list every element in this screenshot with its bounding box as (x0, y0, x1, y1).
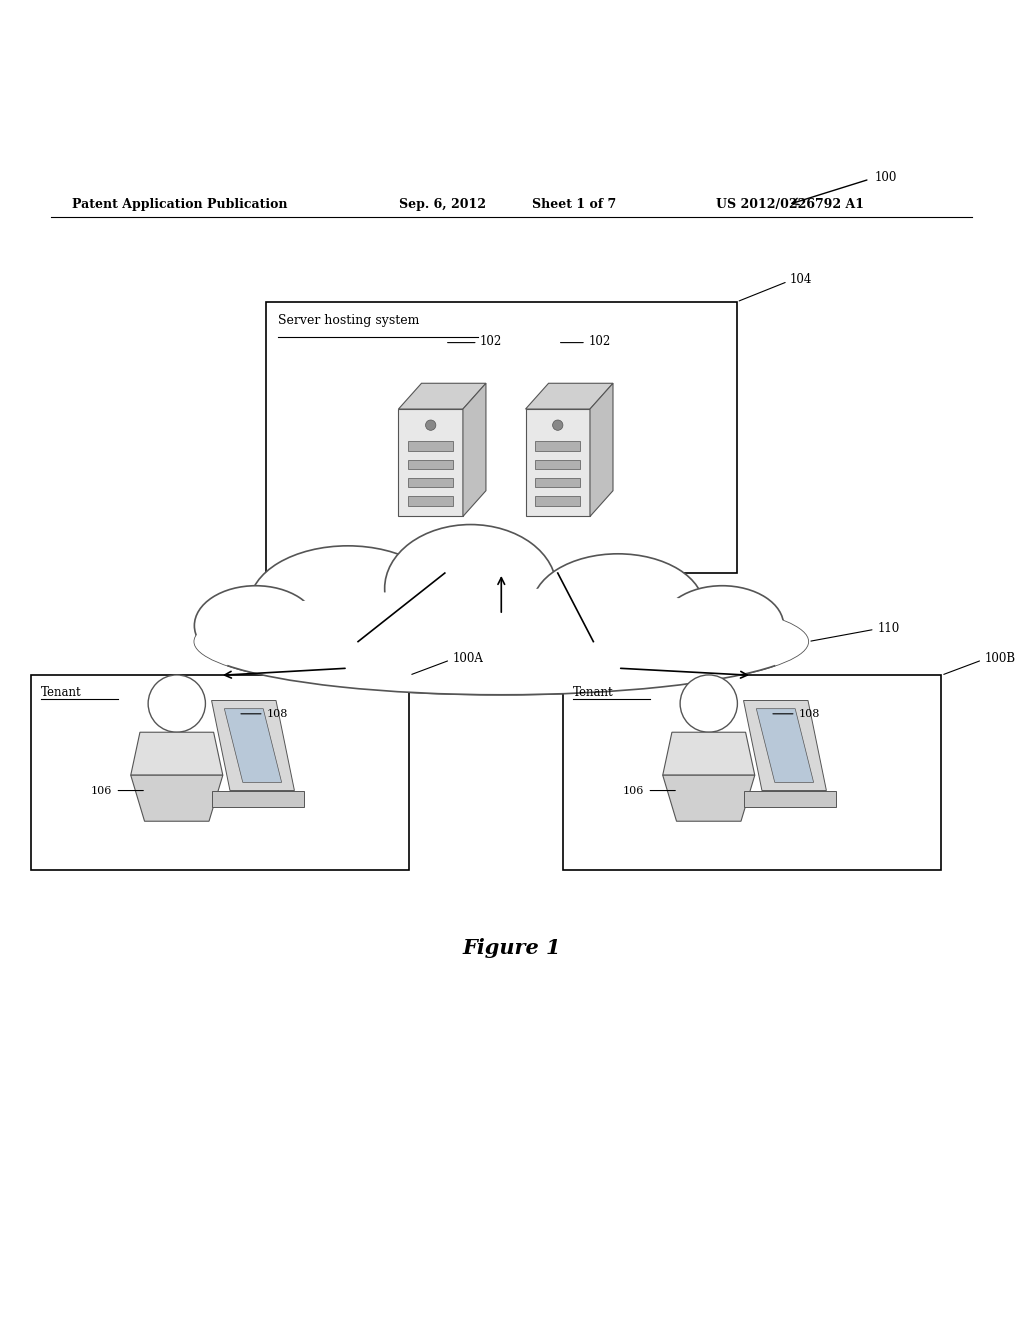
Text: 100: 100 (874, 170, 897, 183)
FancyBboxPatch shape (266, 302, 736, 573)
Text: 102: 102 (480, 335, 503, 347)
FancyBboxPatch shape (562, 676, 941, 870)
Polygon shape (536, 496, 581, 506)
Polygon shape (131, 775, 223, 821)
Text: Sep. 6, 2012: Sep. 6, 2012 (399, 198, 486, 211)
Text: 108: 108 (267, 709, 288, 719)
Text: US 2012/0226792 A1: US 2012/0226792 A1 (716, 198, 864, 211)
Circle shape (148, 675, 206, 733)
Polygon shape (224, 709, 282, 783)
Circle shape (426, 420, 436, 430)
Polygon shape (398, 409, 463, 516)
FancyBboxPatch shape (31, 676, 410, 870)
Polygon shape (409, 459, 454, 469)
Text: 100A: 100A (453, 652, 483, 665)
Polygon shape (536, 441, 581, 451)
Polygon shape (536, 478, 581, 487)
Text: Sheet 1 of 7: Sheet 1 of 7 (532, 198, 616, 211)
Ellipse shape (195, 589, 808, 694)
Text: Figure 1: Figure 1 (462, 939, 561, 958)
Polygon shape (212, 701, 295, 791)
Text: 102: 102 (589, 335, 610, 347)
Polygon shape (398, 383, 486, 409)
Text: 104: 104 (790, 273, 812, 286)
Ellipse shape (532, 554, 703, 660)
Ellipse shape (385, 524, 556, 652)
Circle shape (553, 420, 563, 430)
Text: Tenant: Tenant (572, 685, 613, 698)
Text: 106: 106 (91, 785, 113, 796)
Polygon shape (743, 791, 836, 807)
Polygon shape (131, 733, 223, 775)
Polygon shape (463, 383, 486, 516)
Circle shape (680, 675, 737, 733)
Polygon shape (409, 441, 454, 451)
Polygon shape (409, 496, 454, 506)
Polygon shape (525, 409, 590, 516)
Polygon shape (663, 775, 755, 821)
Ellipse shape (660, 586, 783, 665)
Text: Tenant: Tenant (41, 685, 82, 698)
Polygon shape (536, 459, 581, 469)
Polygon shape (525, 383, 613, 409)
Polygon shape (743, 701, 826, 791)
Ellipse shape (195, 586, 317, 665)
Polygon shape (663, 733, 755, 775)
Ellipse shape (195, 589, 808, 694)
Ellipse shape (250, 546, 446, 663)
Text: 100B: 100B (984, 652, 1015, 665)
Text: 110: 110 (878, 622, 900, 635)
Polygon shape (212, 791, 304, 807)
Text: 108: 108 (799, 709, 820, 719)
Text: Server hosting system: Server hosting system (279, 314, 420, 327)
Text: 106: 106 (623, 785, 644, 796)
Text: Patent Application Publication: Patent Application Publication (72, 198, 287, 211)
Polygon shape (409, 478, 454, 487)
Polygon shape (757, 709, 814, 783)
Polygon shape (590, 383, 613, 516)
